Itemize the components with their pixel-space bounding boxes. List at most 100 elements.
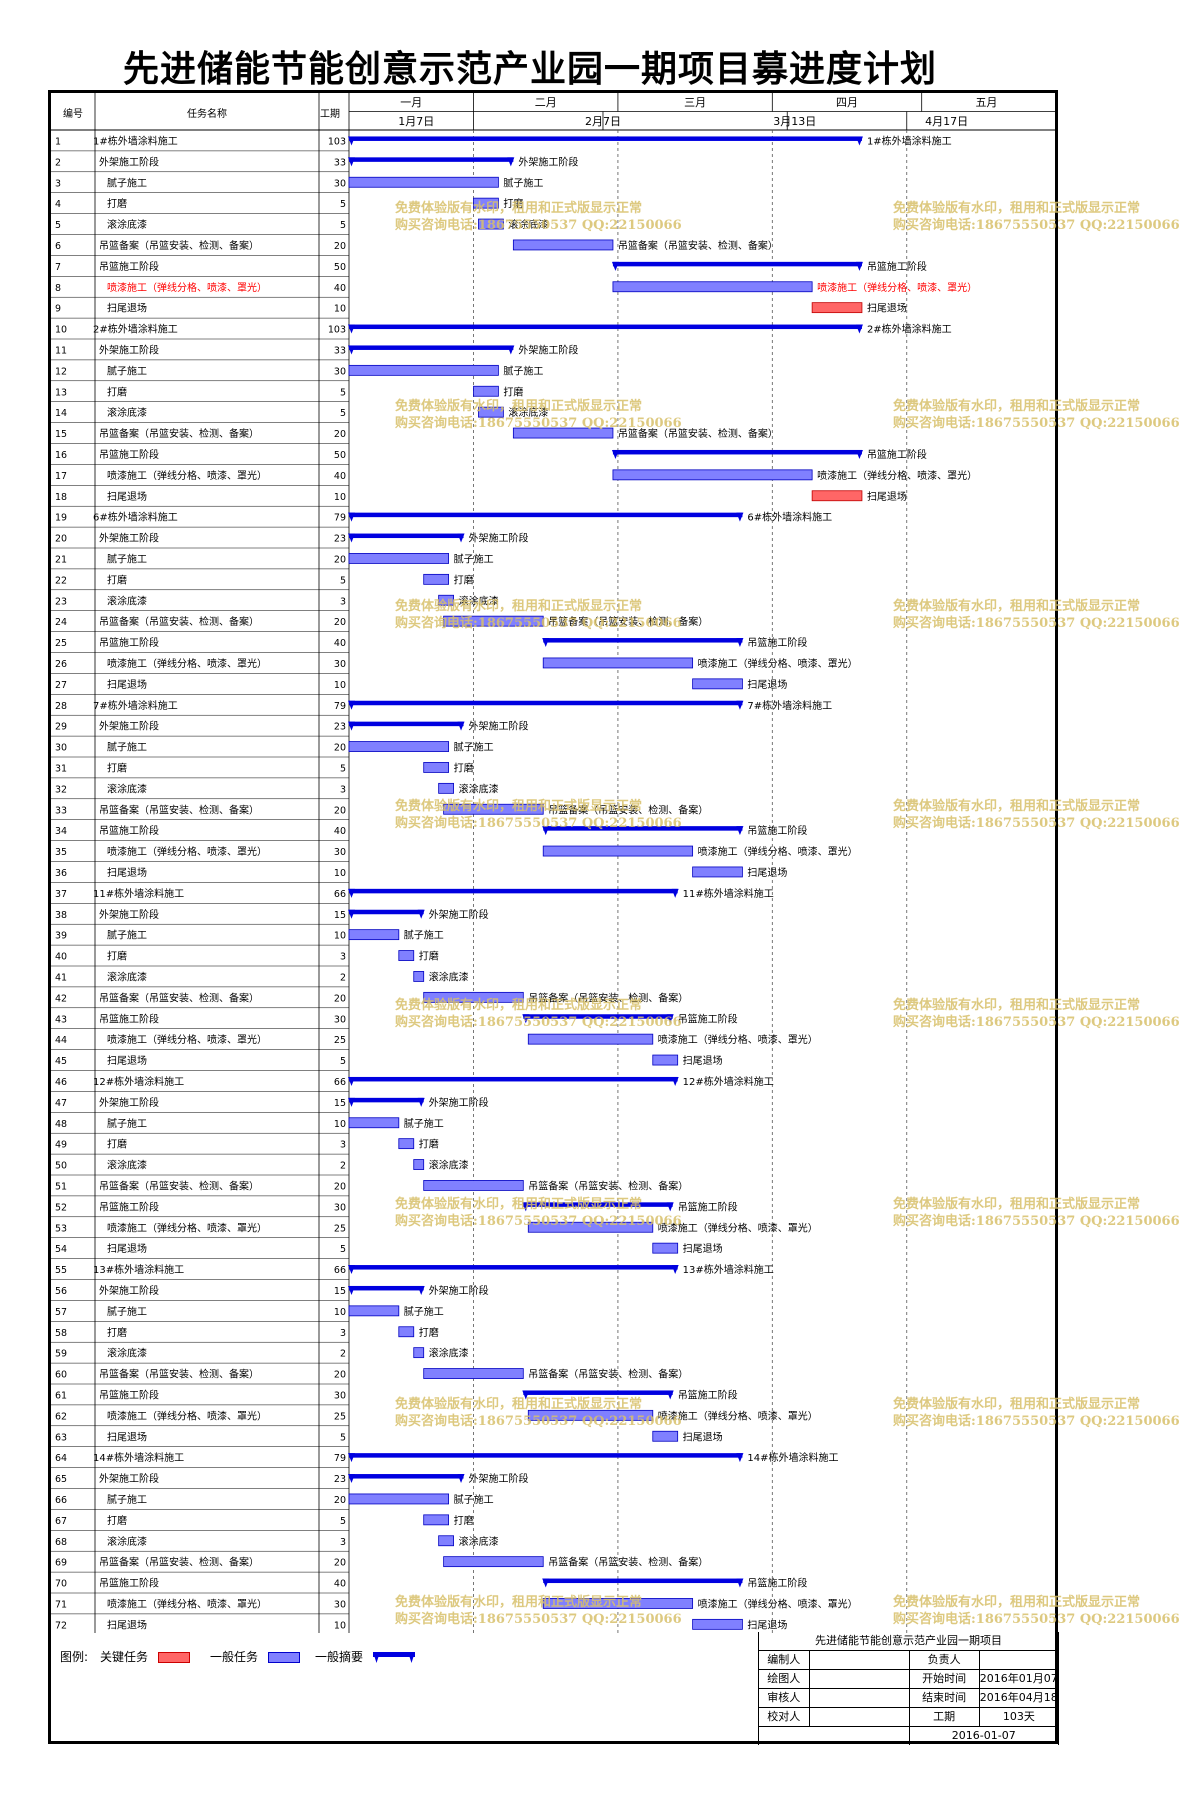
summary-bar bbox=[349, 721, 464, 727]
task-bar bbox=[527, 1033, 654, 1045]
row-name: 1#栋外墙涂料施工 bbox=[93, 134, 178, 147]
bar-label: 扫尾退场 bbox=[683, 1430, 723, 1443]
month-label: 二月 bbox=[535, 96, 557, 109]
task-bar bbox=[423, 1180, 524, 1191]
task-bar bbox=[413, 971, 425, 982]
row-name: 滚涂底漆 bbox=[107, 970, 147, 983]
legend-critical: 关键任务 bbox=[100, 1648, 190, 1665]
row-no: 2 bbox=[55, 157, 61, 168]
row-dur: 40 bbox=[334, 471, 346, 482]
row-name: 吊篮施工阶段 bbox=[99, 636, 159, 649]
watermark: 免费体验版有水印，租用和正式版显示正常 购买咨询电话:18675550537 QQ… bbox=[893, 1594, 1179, 1628]
info-cell: 2016年04月18日 bbox=[980, 1689, 1059, 1707]
row-dur: 50 bbox=[334, 450, 346, 461]
bar-label: 外架施工阶段 bbox=[429, 908, 489, 921]
task-bar bbox=[478, 218, 504, 230]
watermark: 免费体验版有水印，租用和正式版显示正常 购买咨询电话:18675550537 QQ… bbox=[395, 798, 682, 832]
summary-bar bbox=[523, 1202, 673, 1207]
bar-label: 喷漆施工（弹线分格、喷漆、罩光） bbox=[817, 281, 977, 294]
page-title: 先进储能节能创意示范产业园一期项目募进度计划 bbox=[122, 49, 937, 90]
row-name: 滚涂底漆 bbox=[107, 406, 147, 419]
task-bar bbox=[398, 1326, 415, 1338]
watermark-line2: 购买咨询电话:18675550537 QQ:22150066 bbox=[893, 616, 1179, 631]
summary-left-cap bbox=[348, 1453, 355, 1463]
task-bar bbox=[438, 594, 454, 606]
row-no: 25 bbox=[55, 638, 67, 649]
summary-bar bbox=[349, 533, 464, 539]
task-bar bbox=[443, 615, 544, 627]
row-no: 58 bbox=[55, 1328, 67, 1339]
week-label: 1月7日 bbox=[398, 115, 434, 128]
row-no: 69 bbox=[55, 1558, 67, 1569]
info-cell: 103天 bbox=[980, 1708, 1059, 1726]
row-dur: 20 bbox=[334, 1370, 346, 1381]
row-dur: 20 bbox=[334, 1558, 346, 1569]
summary-left-cap bbox=[611, 261, 619, 271]
watermark: 免费体验版有水印，租用和正式版显示正常 购买咨询电话:18675550537 QQ… bbox=[893, 1396, 1179, 1430]
row-no: 38 bbox=[55, 910, 67, 921]
watermark-line1: 免费体验版有水印，租用和正式版显示正常 bbox=[893, 1197, 1141, 1212]
row-name: 7#栋外墙涂料施工 bbox=[93, 699, 178, 712]
bar-label: 滚涂底漆 bbox=[459, 782, 499, 795]
info-cell bbox=[810, 1708, 910, 1726]
row-name: 扫尾退场 bbox=[107, 1618, 147, 1631]
task-bar bbox=[443, 1556, 544, 1568]
row-no: 3 bbox=[55, 178, 61, 189]
summary-right-cap bbox=[457, 721, 465, 731]
row-dur: 30 bbox=[334, 1599, 346, 1610]
row-dur: 20 bbox=[334, 617, 346, 628]
week-label: 4月17日 bbox=[925, 115, 968, 128]
row-no: 60 bbox=[55, 1370, 67, 1381]
bar-label: 扫尾退场 bbox=[867, 302, 907, 315]
row-name: 腻子施工 bbox=[107, 176, 147, 189]
row-dur: 20 bbox=[334, 241, 346, 252]
row-no: 53 bbox=[55, 1223, 67, 1234]
watermark-line2: 购买咨询电话:18675550537 QQ:22150066 bbox=[893, 1214, 1179, 1229]
summary-right-cap bbox=[736, 512, 744, 522]
summary-right-cap bbox=[666, 1202, 674, 1212]
row-name: 腻子施工 bbox=[107, 741, 147, 754]
watermark-line2: 购买咨询电话:18675550537 QQ:22150066 bbox=[893, 416, 1179, 431]
row-dur: 40 bbox=[334, 283, 346, 294]
bar-label: 扫尾退场 bbox=[683, 1054, 723, 1067]
row-dur: 30 bbox=[334, 366, 346, 377]
row-no: 71 bbox=[55, 1599, 67, 1610]
row-name: 腻子施工 bbox=[107, 364, 147, 377]
row-no: 10 bbox=[55, 325, 67, 336]
legend-summary-label: 一般摘要 bbox=[315, 1650, 364, 1664]
bar-label: 滚涂底漆 bbox=[459, 1535, 499, 1548]
header-col-dur: 工期 bbox=[320, 108, 340, 120]
summary-right-cap bbox=[671, 1076, 679, 1086]
summary-bar bbox=[612, 449, 862, 455]
row-no: 19 bbox=[55, 513, 67, 524]
month-label: 三月 bbox=[684, 96, 706, 109]
legend-task: 一般任务 bbox=[210, 1648, 300, 1665]
row-name: 外架施工阶段 bbox=[99, 155, 159, 168]
summary-right-cap bbox=[671, 888, 679, 898]
bar-label: 2#栋外墙涂料施工 bbox=[867, 323, 952, 336]
row-dur: 33 bbox=[334, 157, 346, 168]
row-no: 55 bbox=[55, 1265, 67, 1276]
row-no: 9 bbox=[55, 304, 61, 315]
row-no: 1 bbox=[55, 136, 61, 147]
summary-bar bbox=[349, 909, 424, 915]
header-col-no: 编号 bbox=[63, 107, 83, 120]
row-no: 26 bbox=[55, 659, 67, 670]
row-dur: 5 bbox=[340, 575, 346, 586]
bar-label: 滚涂底漆 bbox=[459, 594, 499, 607]
row-no: 54 bbox=[55, 1244, 67, 1255]
bar-label: 吊篮备案（吊篮安装、检测、备案） bbox=[618, 427, 778, 440]
watermark: 免费体验版有水印，租用和正式版显示正常 购买咨询电话:18675550537 QQ… bbox=[395, 1396, 682, 1430]
row-no: 30 bbox=[55, 743, 67, 754]
row-name: 11#栋外墙涂料施工 bbox=[93, 887, 184, 900]
row-dur: 30 bbox=[334, 1014, 346, 1025]
row-no: 51 bbox=[55, 1181, 67, 1192]
bar-label: 滚涂底漆 bbox=[508, 406, 548, 419]
row-dur: 5 bbox=[340, 199, 346, 210]
row-no: 21 bbox=[55, 554, 67, 565]
row-no: 64 bbox=[55, 1453, 67, 1464]
row-dur: 20 bbox=[334, 429, 346, 440]
row-no: 52 bbox=[55, 1202, 67, 1213]
row-name: 打磨 bbox=[107, 761, 127, 774]
